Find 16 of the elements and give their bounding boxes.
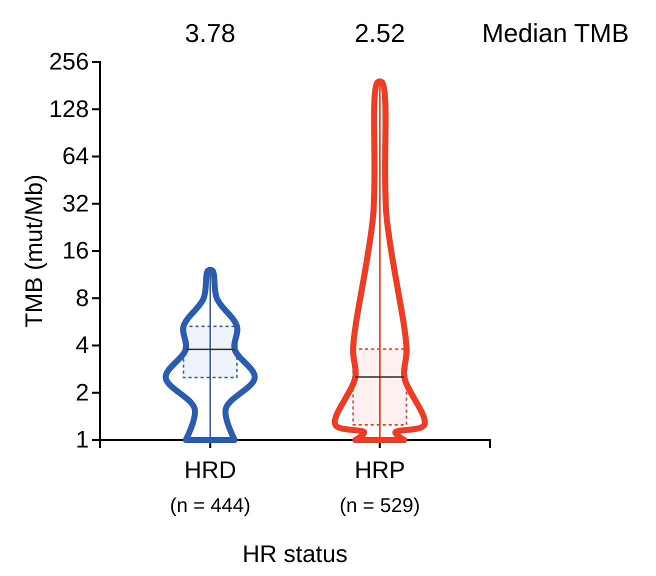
text: 3.78 [184, 18, 236, 48]
y-tick-label: 64 [62, 143, 89, 170]
y-tick-label: 1 [76, 426, 89, 454]
y-tick-label: 2 [76, 379, 89, 406]
y-tick-label: 32 [62, 190, 89, 218]
y-tick-label: 256 [48, 48, 89, 76]
x-tick-label: HRP (n = 529) [339, 457, 420, 517]
text: Median TMB [482, 18, 629, 48]
y-tick-label: 4 [76, 332, 89, 360]
x-tick-label: HRD (n = 444) [170, 457, 251, 517]
text: 2.52 [354, 18, 406, 48]
y-axis-title: TMB (mut/Mb) [21, 174, 48, 328]
y-tick-label: 128 [48, 96, 89, 123]
y-tick-label: 16 [62, 238, 89, 265]
x-axis-title: HR status [242, 541, 348, 568]
y-tick-label: 8 [76, 284, 89, 312]
